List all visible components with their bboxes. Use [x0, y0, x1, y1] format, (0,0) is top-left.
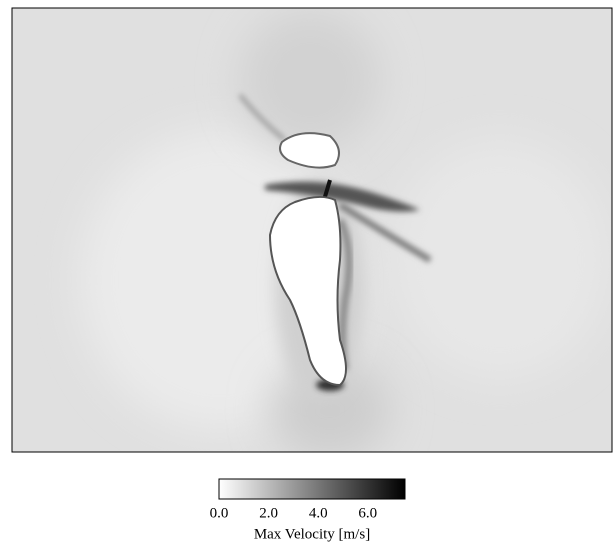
colorbar-tick-label: 6.0 — [358, 505, 377, 521]
velocity-field — [12, 8, 612, 460]
colorbar — [219, 479, 405, 499]
colorbar-tick-label: 0.0 — [210, 505, 229, 521]
colorbar-tick-label: 2.0 — [259, 505, 278, 521]
chart: Max Velocity [m/s] 0.0 2.0 4.0 6.0 — [0, 0, 615, 546]
colorbar-label: Max Velocity [m/s] — [254, 526, 370, 542]
colorbar-tick-label: 4.0 — [309, 505, 328, 521]
